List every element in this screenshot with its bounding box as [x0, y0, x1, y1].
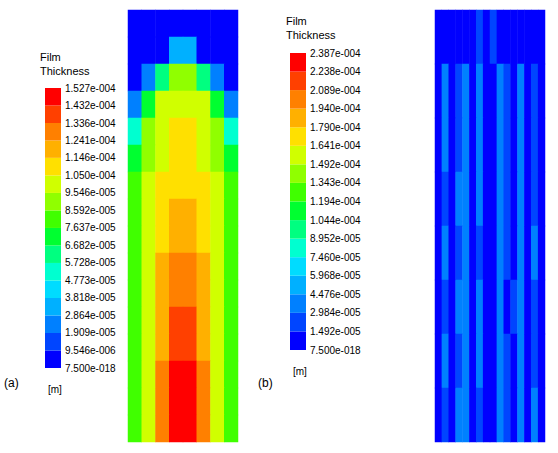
svg-text:2.387e-004: 2.387e-004	[310, 48, 361, 59]
svg-text:5.968e-005: 5.968e-005	[310, 270, 361, 281]
svg-text:1.241e-004: 1.241e-004	[65, 135, 116, 146]
svg-text:(b): (b)	[258, 376, 273, 390]
svg-text:4.773e-005: 4.773e-005	[65, 275, 116, 286]
svg-text:1.044e-004: 1.044e-004	[310, 215, 361, 226]
svg-text:Thickness: Thickness	[40, 65, 90, 77]
svg-text:Film: Film	[286, 15, 307, 27]
svg-text:2.089e-004: 2.089e-004	[310, 85, 361, 96]
svg-text:[m]: [m]	[48, 384, 62, 395]
svg-text:7.637e-005: 7.637e-005	[65, 222, 116, 233]
svg-text:1.527e-004: 1.527e-004	[65, 83, 116, 94]
svg-text:3.818e-005: 3.818e-005	[65, 292, 116, 303]
svg-text:(a): (a)	[4, 376, 19, 390]
svg-text:8.592e-005: 8.592e-005	[65, 205, 116, 216]
svg-text:1.146e-004: 1.146e-004	[65, 152, 116, 163]
svg-text:1.492e-004: 1.492e-004	[310, 159, 361, 170]
svg-text:2.864e-005: 2.864e-005	[65, 310, 116, 321]
svg-text:1.641e-004: 1.641e-004	[310, 140, 361, 151]
svg-text:9.546e-005: 9.546e-005	[65, 187, 116, 198]
svg-text:1.343e-004: 1.343e-004	[310, 177, 361, 188]
svg-text:1.790e-004: 1.790e-004	[310, 122, 361, 133]
svg-text:7.500e-018: 7.500e-018	[310, 345, 361, 356]
svg-text:4.476e-005: 4.476e-005	[310, 289, 361, 300]
svg-text:5.728e-005: 5.728e-005	[65, 257, 116, 268]
svg-text:6.682e-005: 6.682e-005	[65, 240, 116, 251]
svg-text:2.984e-005: 2.984e-005	[310, 307, 361, 318]
svg-text:1.050e-004: 1.050e-004	[65, 170, 116, 181]
svg-text:Thickness: Thickness	[286, 29, 336, 41]
svg-text:9.546e-006: 9.546e-006	[65, 345, 116, 356]
svg-text:1.940e-004: 1.940e-004	[310, 103, 361, 114]
svg-text:1.336e-004: 1.336e-004	[65, 118, 116, 129]
svg-text:1.432e-004: 1.432e-004	[65, 100, 116, 111]
svg-text:1.194e-004: 1.194e-004	[310, 196, 361, 207]
svg-text:8.952e-005: 8.952e-005	[310, 233, 361, 244]
svg-text:2.238e-004: 2.238e-004	[310, 66, 361, 77]
svg-text:[m]: [m]	[293, 366, 307, 377]
svg-text:7.460e-005: 7.460e-005	[310, 252, 361, 263]
svg-text:Film: Film	[40, 51, 61, 63]
svg-text:7.500e-018: 7.500e-018	[65, 363, 116, 374]
svg-text:1.909e-005: 1.909e-005	[65, 327, 116, 338]
svg-text:1.492e-005: 1.492e-005	[310, 326, 361, 337]
